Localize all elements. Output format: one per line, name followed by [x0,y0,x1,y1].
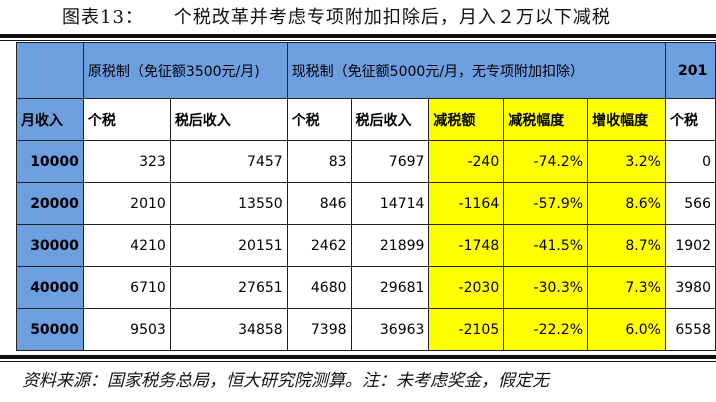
income-increase-pct-cell: 3.2% [587,140,666,183]
old-after-tax-cell: 20151 [169,224,288,267]
table-row: 10000 323 7457 83 7697 -240 -74.2% 3.2% … [16,140,716,183]
old-after-tax-cell: 7457 [169,140,288,183]
top-rule [0,34,716,38]
header-sub-row: 月收入 个税 税后收入 个税 税后收入 减税额 减税幅度 增收幅度 个税 [16,98,716,141]
col-income-increase-pct: 增收幅度 [587,98,666,141]
table-row: 40000 6710 27651 4680 29681 -2030 -30.3%… [16,266,716,309]
tax-cut-cell: -1748 [428,224,505,267]
new-tax-cell: 2462 [286,224,352,267]
figure-caption: 图表13： 个税改革并考虑专项附加扣除后，月入２万以下减税 [0,0,716,32]
new-after-tax-cell: 36963 [350,308,430,351]
old-tax-cell: 4210 [82,224,171,267]
monthly-income-cell: 40000 [16,266,84,309]
bottom-rule [0,355,716,359]
col-tax-cut: 减税额 [428,98,505,141]
new-tax-cell: 846 [286,182,352,225]
source-note: 资料来源：国家税务总局，恒大研究院测算。注：未考虑奖金，假定无 [22,371,549,391]
monthly-income-cell: 50000 [16,308,84,351]
tax-cut-cell: -2030 [428,266,505,309]
new-after-tax-cell: 21899 [350,224,430,267]
new-tax-cell: 7398 [286,308,352,351]
old-tax-cell: 9503 [82,308,171,351]
header-new-system: 现税制（免征额5000元/月，无专项附加扣除） [286,42,666,99]
tax-2018-cell: 0 [664,140,716,183]
tax-cut-cell: -2105 [428,308,505,351]
header-group-row: 原税制（免征额3500元/月) 现税制（免征额5000元/月，无专项附加扣除） … [16,42,716,99]
header-corner [16,42,84,99]
tax-cut-cell: -1164 [428,182,505,225]
new-after-tax-cell: 7697 [350,140,430,183]
tax-2018-cell: 566 [664,182,716,225]
monthly-income-cell: 10000 [16,140,84,183]
tax-comparison-table: 原税制（免征额3500元/月) 现税制（免征额5000元/月，无专项附加扣除） … [16,42,716,351]
income-increase-pct-cell: 6.0% [587,308,666,351]
income-increase-pct-cell: 8.6% [587,182,666,225]
header-cut-group: 201 [664,42,716,99]
tax-cut-pct-cell: -57.9% [503,182,589,225]
col-old-after-tax: 税后收入 [169,98,288,141]
top-rule-thin [0,40,716,41]
old-tax-cell: 2010 [82,182,171,225]
col-new-after-tax: 税后收入 [350,98,430,141]
tax-cut-pct-cell: -74.2% [503,140,589,183]
figure-title: 个税改革并考虑专项附加扣除后，月入２万以下减税 [173,7,611,28]
new-after-tax-cell: 14714 [350,182,430,225]
tax-2018-cell: 6558 [664,308,716,351]
col-tax-cut-pct: 减税幅度 [503,98,589,141]
income-increase-pct-cell: 8.7% [587,224,666,267]
col-old-tax: 个税 [82,98,171,141]
tax-cut-pct-cell: -30.3% [503,266,589,309]
old-after-tax-cell: 27651 [169,266,288,309]
header-old-system: 原税制（免征额3500元/月) [82,42,288,99]
tax-cut-cell: -240 [428,140,505,183]
old-after-tax-cell: 13550 [169,182,288,225]
col-2018-tax: 个税 [664,98,716,141]
tax-2018-cell: 1902 [664,224,716,267]
old-tax-cell: 6710 [82,266,171,309]
bottom-rule-thin [0,361,716,362]
new-after-tax-cell: 29681 [350,266,430,309]
table-row: 30000 4210 20151 2462 21899 -1748 -41.5%… [16,224,716,267]
table-row: 50000 9503 34858 7398 36963 -2105 -22.2%… [16,308,716,351]
new-tax-cell: 83 [286,140,352,183]
monthly-income-cell: 20000 [16,182,84,225]
tax-cut-pct-cell: -22.2% [503,308,589,351]
col-monthly-income: 月收入 [16,98,84,141]
figure-label: 图表13： [62,7,144,28]
table-row: 20000 2010 13550 846 14714 -1164 -57.9% … [16,182,716,225]
new-tax-cell: 4680 [286,266,352,309]
old-after-tax-cell: 34858 [169,308,288,351]
col-new-tax: 个税 [286,98,352,141]
income-increase-pct-cell: 7.3% [587,266,666,309]
old-tax-cell: 323 [82,140,171,183]
tax-2018-cell: 3980 [664,266,716,309]
monthly-income-cell: 30000 [16,224,84,267]
tax-cut-pct-cell: -41.5% [503,224,589,267]
